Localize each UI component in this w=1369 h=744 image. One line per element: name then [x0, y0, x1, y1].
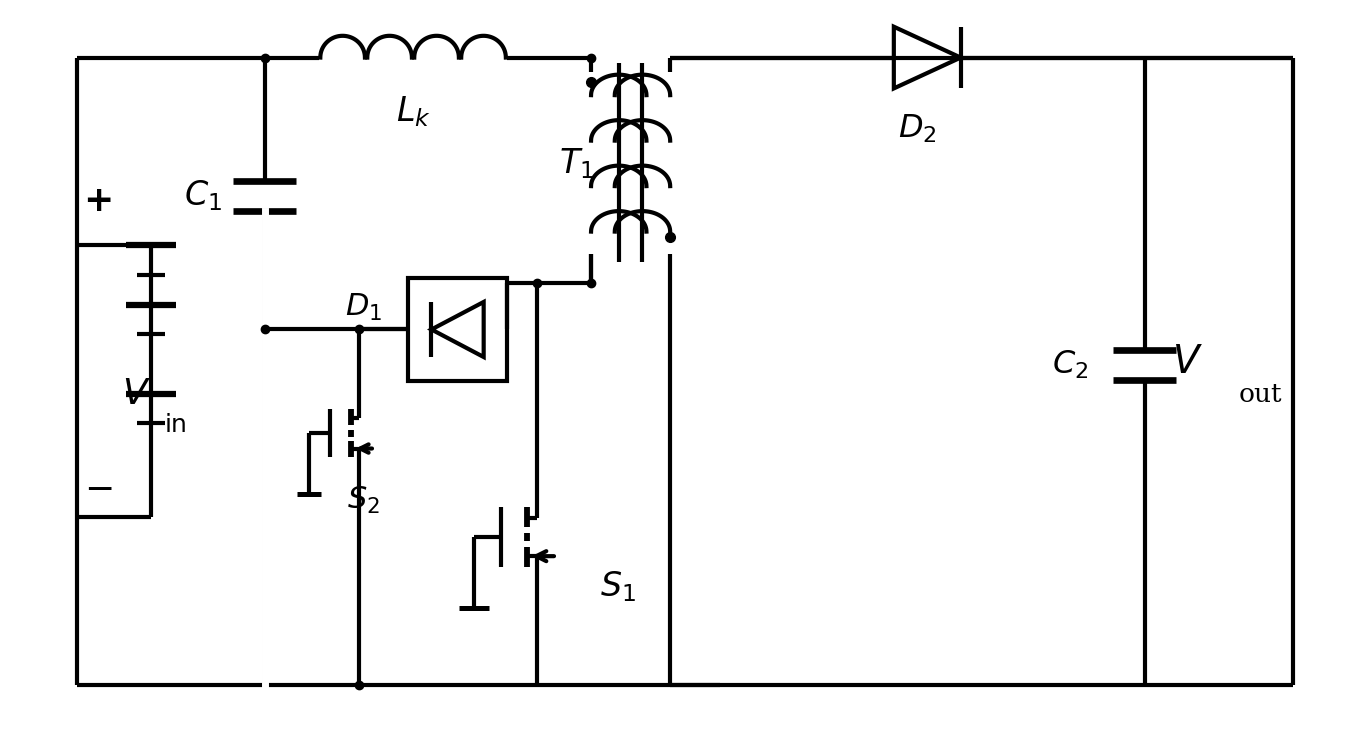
Text: $D_1$: $D_1$	[345, 292, 382, 324]
Text: +: +	[84, 184, 114, 218]
Text: $T_1$: $T_1$	[559, 146, 594, 181]
Text: $S_1$: $S_1$	[600, 569, 635, 604]
Text: out: out	[1239, 382, 1283, 407]
Text: $\mathrm{in}$: $\mathrm{in}$	[164, 414, 188, 437]
Text: $-$: $-$	[85, 471, 112, 504]
Text: $C_1$: $C_1$	[185, 179, 223, 214]
Bar	[408, 278, 507, 382]
Text: $L_k$: $L_k$	[396, 94, 430, 129]
Text: $V$: $V$	[122, 376, 151, 411]
Text: $S_2$: $S_2$	[348, 485, 381, 516]
Text: $D_2$: $D_2$	[898, 112, 936, 145]
Text: $V\!$: $V\!$	[1172, 343, 1203, 381]
Text: $C_2$: $C_2$	[1053, 349, 1088, 381]
